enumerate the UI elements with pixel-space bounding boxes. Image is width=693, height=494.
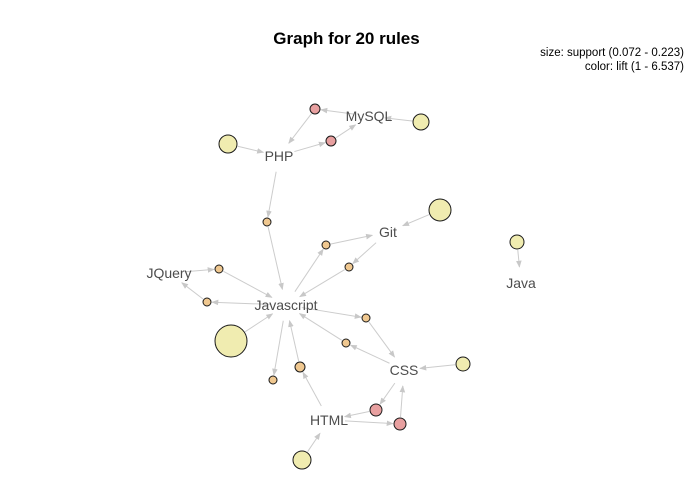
rule-node-r4 [218,134,238,154]
rule-nodes [202,103,525,470]
rule-node-r14 [341,338,351,348]
edge-r2-mysql [335,124,357,139]
edge-r17-css [419,364,456,371]
edge-mysql-r1 [320,107,354,115]
item-label-php: PHP [265,148,294,164]
item-label-css: CSS [390,362,419,378]
edge-r10-jquery [181,282,204,300]
edge-r3-mysql [384,115,413,122]
edge-javascript-r10 [211,299,271,306]
legend-size: size: support (0.072 - 0.223) [540,47,684,59]
edge-r4-php [237,145,265,154]
edge-r13-css [368,321,395,358]
rule-node-r19 [393,417,407,431]
rule-node-r13 [361,313,371,323]
rule-node-r2 [325,135,337,147]
rule-node-r16 [268,375,278,385]
rule-node-r1 [309,103,321,115]
rule-node-r6 [428,198,452,222]
rule-node-r7 [321,240,331,250]
edge-r7-git [330,233,374,245]
edge-r9-javascript [223,270,273,298]
rule-node-r5 [262,217,272,227]
edge-git-r8 [352,242,377,265]
rule-node-r9 [214,264,224,274]
edge-css-r18 [379,382,396,405]
rule-node-r11 [509,234,525,250]
edge-jquery-r9 [184,267,215,273]
edge-php-r5 [266,171,277,218]
rule-node-r12 [214,324,248,358]
edge-html-r15 [302,371,322,407]
edge-r19-css [399,385,406,418]
graph-title: Graph for 20 rules [273,29,420,48]
rule-node-r15 [294,361,306,373]
edge-r15-javascript [288,319,300,362]
rule-node-r8 [344,262,354,272]
rule-node-r17 [455,356,471,372]
rule-node-r20 [292,450,312,470]
edge-html-r19 [344,420,394,427]
item-label-java: Java [506,275,536,291]
edges [181,107,522,452]
edge-css-r14 [349,344,390,364]
edge-r6-git [402,214,430,227]
edge-r20-html [307,432,321,452]
edge-php-r2 [294,141,326,153]
item-label-javascript: Javascript [254,297,317,313]
item-label-html: HTML [310,412,348,428]
edge-r12-javascript [244,313,274,333]
edge-r5-javascript [267,226,284,291]
item-label-mysql: MySQL [346,108,393,124]
edge-r11-java [516,249,522,268]
rule-node-r18 [369,403,383,417]
edge-r1-php [288,113,312,144]
edge-javascript-r16 [272,320,284,376]
edge-javascript-r7 [294,248,324,292]
item-label-git: Git [379,224,397,240]
edge-r18-html [343,410,370,419]
rule-node-r10 [202,297,212,307]
item-label-jquery: JQuery [146,265,191,281]
legend-color: color: lift (1 - 6.537) [584,61,684,73]
edge-r8-javascript [299,269,345,298]
item-labels: MySQL PHP Git JQuery Javascript Java CSS… [146,108,536,428]
edge-r14-javascript [298,313,343,341]
rule-node-r3 [412,113,430,131]
edge-javascript-r13 [301,307,362,319]
